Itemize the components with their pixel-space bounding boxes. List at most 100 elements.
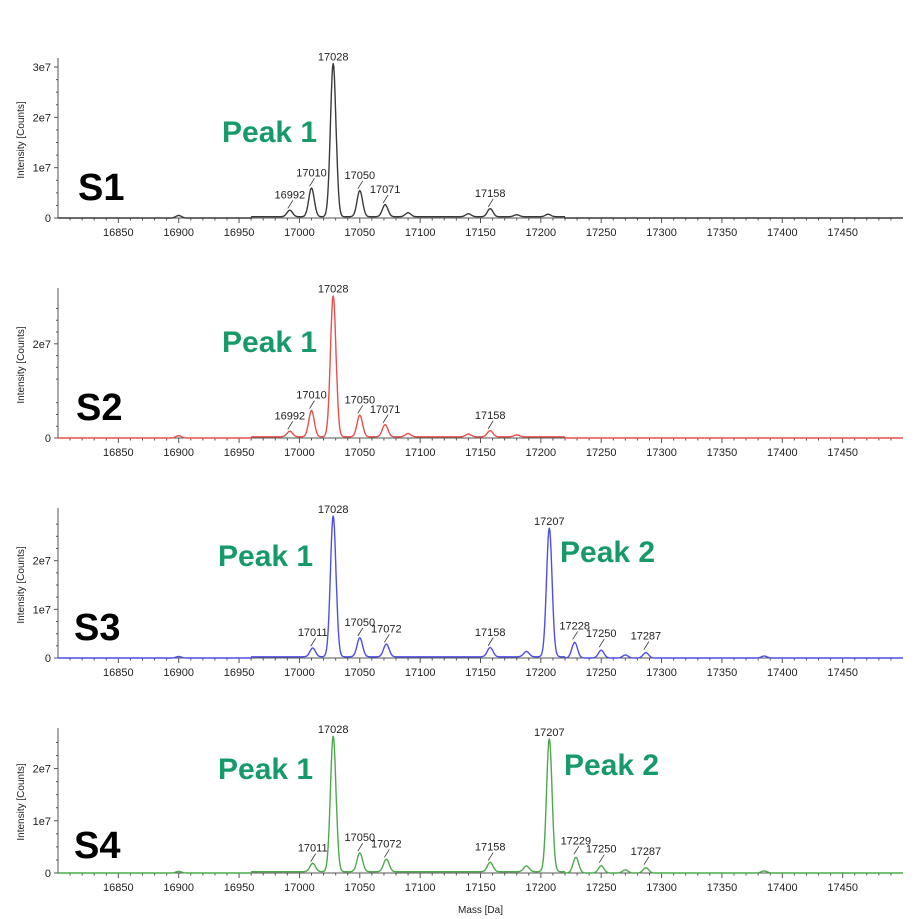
peak-leader-line — [643, 856, 650, 865]
x-tick-label: 17000 — [284, 882, 315, 894]
peak-label: 17158 — [475, 188, 506, 200]
x-tick-label: 16950 — [224, 882, 255, 894]
y-tick-label: 2e7 — [33, 556, 51, 568]
peak-leader-line — [287, 200, 294, 209]
x-tick-label: 17050 — [344, 227, 375, 239]
x-tick-label: 17300 — [646, 447, 677, 459]
x-tick-label: 17000 — [284, 667, 315, 679]
y-tick-label: 1e7 — [33, 816, 51, 828]
x-tick-label: 17000 — [284, 227, 315, 239]
x-tick-label: 16850 — [103, 447, 134, 459]
peak-leader-line — [310, 853, 317, 862]
x-tick-label: 16950 — [224, 667, 255, 679]
peak-label: 17250 — [586, 628, 617, 640]
x-tick-label: 16900 — [163, 447, 194, 459]
x-tick-label: 17400 — [767, 667, 798, 679]
x-tick-label: 17200 — [526, 882, 557, 894]
peak-leader-line — [487, 637, 494, 646]
x-tick-label: 16850 — [103, 882, 134, 894]
x-tick-label: 17100 — [405, 447, 436, 459]
peak-callout: Peak 1 — [218, 753, 313, 786]
x-tick-label: 17400 — [767, 227, 798, 239]
x-axis-title: Mass [Da] — [458, 905, 503, 916]
peak-label: 17011 — [298, 627, 328, 639]
peak-leader-line — [384, 849, 390, 858]
peak-label: 17050 — [344, 617, 375, 629]
peak-label: 17050 — [344, 394, 375, 406]
spectrum-panel-s2: 16850 16900 16950 17000 17050 17100 17150 17200… — [16, 284, 903, 459]
peak-callout: Peak 1 — [222, 116, 317, 149]
x-tick-label: 17050 — [344, 447, 375, 459]
peak-label: 17228 — [559, 620, 590, 632]
x-tick-label: 17250 — [586, 227, 617, 239]
peak-callout: Peak 1 — [218, 540, 313, 573]
peak-label: 17010 — [296, 390, 327, 402]
peak-callout: Peak 2 — [560, 536, 655, 569]
y-axis-title: Intensity [Counts] — [16, 326, 27, 403]
x-tick-label: 17050 — [344, 882, 375, 894]
x-tick-label: 17200 — [526, 667, 557, 679]
x-tick-label: 17450 — [827, 667, 858, 679]
peak-label: 17158 — [475, 627, 506, 639]
peak-leader-line — [598, 854, 605, 863]
x-tick-label: 17350 — [707, 882, 738, 894]
x-tick-label: 17150 — [465, 447, 496, 459]
peak-leader-line — [357, 180, 364, 190]
x-tick-label: 17450 — [827, 882, 858, 894]
peak-label: 17071 — [370, 184, 401, 196]
x-tick-label: 17100 — [405, 667, 436, 679]
peak-label: 17229 — [561, 835, 592, 847]
y-tick-label: 0 — [45, 213, 51, 225]
peak-leader-line — [309, 400, 315, 409]
peak-label: 17207 — [534, 727, 565, 739]
peak-leader-line — [287, 421, 294, 430]
peak-leader-line — [487, 198, 494, 208]
peak-label: 17050 — [344, 832, 375, 844]
x-tick-label: 17100 — [405, 882, 436, 894]
sample-label: S1 — [78, 167, 124, 209]
peak-label: 17072 — [371, 838, 402, 850]
x-tick-label: 17400 — [767, 447, 798, 459]
peak-label: 17158 — [475, 410, 506, 422]
peak-label: 17028 — [318, 724, 349, 736]
peak-label: 17028 — [318, 284, 349, 296]
peak-leader-line — [598, 639, 605, 648]
x-tick-label: 17250 — [586, 882, 617, 894]
spectrum-panel-s1: 16850 16900 16950 17000 17050 17100 17150 17200… — [16, 52, 903, 239]
y-tick-label: 1e7 — [33, 604, 51, 616]
sample-label: S3 — [74, 607, 120, 649]
x-tick-label: 17200 — [526, 447, 557, 459]
x-tick-label: 16850 — [103, 227, 134, 239]
peak-leader-line — [643, 641, 650, 650]
x-tick-label: 17300 — [646, 882, 677, 894]
peak-leader-line — [309, 178, 315, 187]
spectrum-trace — [58, 735, 903, 874]
peak-leader-line — [384, 634, 390, 643]
peak-label: 16992 — [274, 189, 305, 201]
y-tick-label: 2e7 — [33, 339, 51, 351]
peak-label: 17050 — [344, 170, 375, 182]
sample-label: S4 — [74, 825, 120, 867]
peak-leader-line — [572, 631, 578, 640]
x-tick-label: 16950 — [224, 227, 255, 239]
x-tick-label: 17000 — [284, 447, 315, 459]
x-tick-label: 17200 — [526, 227, 557, 239]
peak-leader-line — [310, 638, 317, 647]
x-tick-label: 17050 — [344, 667, 375, 679]
y-axis-title: Intensity [Counts] — [16, 546, 27, 623]
x-tick-label: 17100 — [405, 227, 436, 239]
peak-label: 17287 — [631, 846, 662, 858]
peak-label: 17072 — [371, 623, 402, 635]
x-tick-label: 17450 — [827, 227, 858, 239]
peak-callout: Peak 1 — [222, 326, 317, 359]
spectrum-panel-s3: 16850 16900 16950 17000 17050 17100 17150 17200… — [16, 504, 903, 679]
peak-leader-line — [357, 405, 364, 414]
peak-leader-line — [487, 420, 494, 430]
x-tick-label: 17150 — [465, 227, 496, 239]
x-tick-label: 16900 — [163, 227, 194, 239]
sample-label: S2 — [76, 387, 122, 429]
peak-label: 17207 — [534, 516, 565, 528]
x-tick-label: 17150 — [465, 667, 496, 679]
spectrum-trace — [58, 515, 903, 659]
